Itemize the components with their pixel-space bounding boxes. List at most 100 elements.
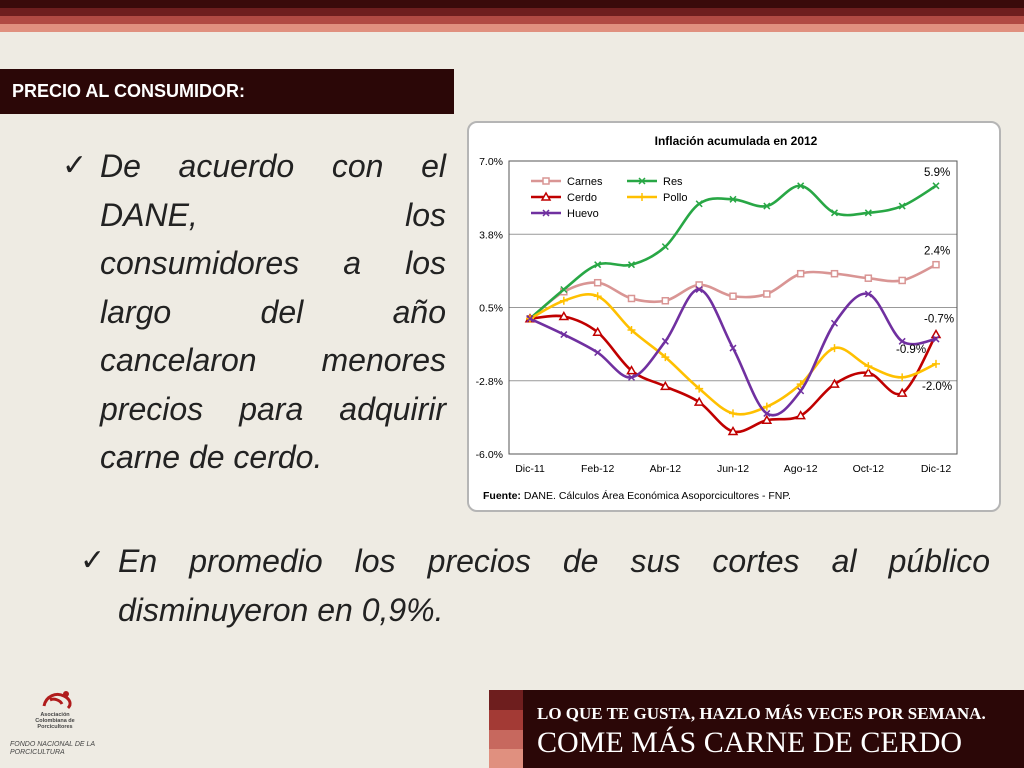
source-label: Fuente: — [483, 490, 524, 502]
checkmark-icon: ✓ — [80, 544, 106, 577]
data-point-huevo — [763, 409, 771, 417]
data-point-res — [627, 261, 636, 269]
data-point-huevo — [594, 349, 602, 357]
data-point-cerdo — [558, 311, 570, 321]
data-point-res — [729, 195, 737, 203]
source-note: Fuente: DANE. Cálculos Área Económica As… — [483, 489, 791, 502]
data-point-cerdo — [795, 410, 806, 420]
legend-marker-pollo — [638, 193, 646, 201]
data-label: -0.9% — [896, 344, 926, 356]
data-point-huevo — [797, 387, 805, 395]
data-point-carnes — [593, 278, 602, 287]
fund-name: FONDO NACIONAL DE LA PORCICULTURA — [10, 741, 95, 756]
data-point-res — [898, 202, 906, 210]
data-point-pollo — [864, 362, 873, 371]
data-point-carnes — [627, 294, 636, 303]
x-tick-label: Ago-12 — [784, 463, 818, 475]
series-line-huevo — [529, 288, 937, 417]
y-tick-label: 0.5% — [479, 303, 503, 315]
x-tick-label: Feb-12 — [581, 463, 614, 475]
data-point-cerdo — [896, 387, 908, 397]
data-label: 2.4% — [924, 246, 950, 258]
chart-title: Inflación acumulada en 2012 — [655, 134, 818, 148]
y-tick-label: 7.0% — [479, 156, 503, 168]
data-point-huevo — [830, 319, 839, 327]
data-point-huevo — [864, 290, 872, 298]
pig-logo-icon — [42, 691, 72, 710]
data-point-pollo — [627, 326, 636, 335]
x-tick-label: Abr-12 — [650, 463, 682, 475]
legend-label: Cerdo — [567, 192, 597, 204]
y-tick-label: -2.8% — [476, 376, 503, 388]
chart-panel: Inflación acumulada en 2012 7.0% 3.8% 0.5% -… — [467, 121, 1001, 512]
data-point-pollo — [830, 344, 839, 353]
legend-marker-cerdo — [540, 191, 552, 201]
data-point-huevo — [932, 335, 940, 343]
data-point-carnes — [830, 269, 839, 278]
plot-area — [508, 160, 958, 455]
data-point-cerdo — [693, 396, 705, 406]
data-point-cerdo — [930, 329, 942, 339]
bullet-item-1: ✓ De acuerdo con el DANE, los consumidor… — [62, 142, 446, 482]
data-point-res — [695, 200, 703, 208]
series-line-pollo — [529, 293, 937, 416]
data-point-pollo — [898, 373, 907, 382]
data-label: -2.0% — [922, 381, 952, 393]
x-tick-label: Dic-12 — [921, 463, 952, 475]
data-point-pollo — [593, 292, 602, 301]
banner-headline: COME MÁS CARNE DE CERDO — [537, 726, 963, 759]
section-title: PRECIO AL CONSUMIDOR: — [0, 69, 454, 114]
data-point-carnes — [729, 292, 737, 300]
legend-label: Carnes — [567, 176, 603, 188]
data-point-huevo — [898, 337, 906, 345]
line-chart: Inflación acumulada en 2012 7.0% 3.8% 0.5% -… — [476, 134, 958, 502]
legend-marker-huevo — [542, 209, 550, 217]
data-point-huevo — [526, 315, 534, 323]
data-point-cerdo — [626, 365, 637, 375]
data-point-res — [932, 182, 940, 190]
data-point-pollo — [796, 380, 805, 389]
data-point-pollo — [559, 296, 568, 305]
data-point-huevo — [695, 285, 703, 293]
data-point-carnes — [763, 290, 771, 298]
source-text: DANE. Cálculos Área Económica Asoporcicu… — [524, 489, 791, 502]
data-point-cerdo — [592, 326, 603, 337]
association-name: Asociación Colombiana de Porcicultores — [35, 712, 75, 730]
data-point-res — [864, 209, 872, 217]
series-line-carnes — [529, 263, 937, 320]
data-point-res — [594, 261, 602, 269]
data-point-pollo — [661, 353, 670, 362]
data-point-carnes — [695, 281, 703, 289]
data-point-carnes — [661, 296, 670, 305]
checkmark-icon: ✓ — [62, 149, 88, 182]
data-point-carnes — [864, 274, 873, 282]
data-point-cerdo — [863, 367, 874, 377]
data-point-huevo — [729, 344, 737, 352]
x-tick-label: Oct-12 — [853, 463, 885, 475]
legend-label: Huevo — [567, 208, 599, 220]
data-point-carnes — [932, 260, 940, 269]
x-tick-label: Jun-12 — [717, 463, 749, 475]
data-point-pollo — [729, 409, 737, 418]
y-tick-label: 3.8% — [479, 229, 503, 241]
legend-label: Res — [663, 176, 683, 188]
banner-tagline: LO QUE TE GUSTA, HAZLO MÁS VECES POR SEM… — [537, 704, 986, 723]
x-tick-label: Dic-11 — [515, 463, 545, 475]
legend-label: Pollo — [663, 192, 687, 204]
y-tick-label: -6.0% — [476, 449, 503, 461]
data-point-res — [661, 243, 669, 251]
data-point-pollo — [932, 359, 940, 368]
promo-banner: LO QUE TE GUSTA, HAZLO MÁS VECES POR SEM… — [489, 690, 1024, 768]
data-label: 5.9% — [924, 167, 950, 179]
data-point-res — [560, 285, 568, 293]
legend-marker-res — [638, 177, 646, 185]
data-point-cerdo — [761, 414, 773, 424]
data-point-huevo — [627, 373, 636, 381]
bullet-text-2: En promedio los precios de sus cortes al… — [118, 543, 990, 628]
data-point-carnes — [796, 269, 805, 278]
data-point-res — [797, 182, 805, 190]
association-logo: Asociación Colombiana de Porcicultores F… — [10, 688, 100, 766]
data-label: -0.7% — [924, 314, 954, 326]
data-point-cerdo — [727, 425, 739, 436]
data-point-res — [763, 202, 771, 210]
